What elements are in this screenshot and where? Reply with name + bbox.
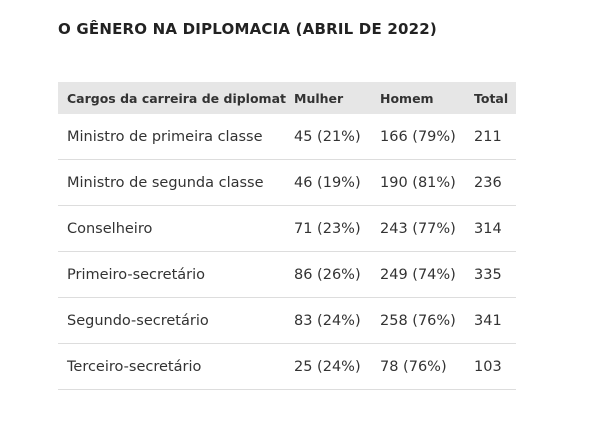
- cell-mulher: 83 (24%): [286, 297, 372, 344]
- cell-total: 314: [466, 205, 516, 252]
- table-row: Ministro de segunda classe 46 (19%) 190 …: [58, 159, 516, 206]
- gender-diplomacy-table: Cargos da carreira de diplomata Mulher H…: [58, 82, 516, 390]
- column-header-homem: Homem: [380, 90, 434, 106]
- cell-homem: 249 (74%): [372, 251, 466, 298]
- cell-cargo: Conselheiro: [58, 205, 286, 252]
- cell-mulher: 45 (21%): [286, 114, 372, 160]
- column-header-mulher: Mulher: [294, 90, 344, 106]
- table-row: Terceiro-secretário 25 (24%) 78 (76%) 10…: [58, 343, 516, 390]
- cell-total: 335: [466, 251, 516, 298]
- table-row: Ministro de primeira classe 45 (21%) 166…: [58, 114, 516, 160]
- cell-total: 341: [466, 297, 516, 344]
- cell-mulher: 71 (23%): [286, 205, 372, 252]
- column-header-cargo: Cargos da carreira de diplomata: [67, 90, 286, 106]
- cell-homem: 166 (79%): [372, 114, 466, 160]
- cell-cargo: Ministro de primeira classe: [58, 114, 286, 160]
- table-title: O GÊNERO NA DIPLOMACIA (ABRIL DE 2022): [58, 20, 437, 38]
- table-row: Segundo-secretário 83 (24%) 258 (76%) 34…: [58, 297, 516, 344]
- table-row: Conselheiro 71 (23%) 243 (77%) 314: [58, 205, 516, 252]
- cell-total: 236: [466, 159, 516, 206]
- cell-total: 103: [466, 343, 516, 390]
- cell-cargo: Segundo-secretário: [58, 297, 286, 344]
- cell-mulher: 46 (19%): [286, 159, 372, 206]
- table-header-row: Cargos da carreira de diplomata Mulher H…: [58, 82, 516, 114]
- cell-mulher: 86 (26%): [286, 251, 372, 298]
- cell-homem: 243 (77%): [372, 205, 466, 252]
- cell-cargo: Terceiro-secretário: [58, 343, 286, 390]
- cell-mulher: 25 (24%): [286, 343, 372, 390]
- cell-total: 211: [466, 114, 516, 160]
- cell-cargo: Ministro de segunda classe: [58, 159, 286, 206]
- table-row: Primeiro-secretário 86 (26%) 249 (74%) 3…: [58, 251, 516, 298]
- cell-cargo: Primeiro-secretário: [58, 251, 286, 298]
- cell-homem: 258 (76%): [372, 297, 466, 344]
- column-header-total: Total: [474, 90, 509, 106]
- cell-homem: 190 (81%): [372, 159, 466, 206]
- cell-homem: 78 (76%): [372, 343, 466, 390]
